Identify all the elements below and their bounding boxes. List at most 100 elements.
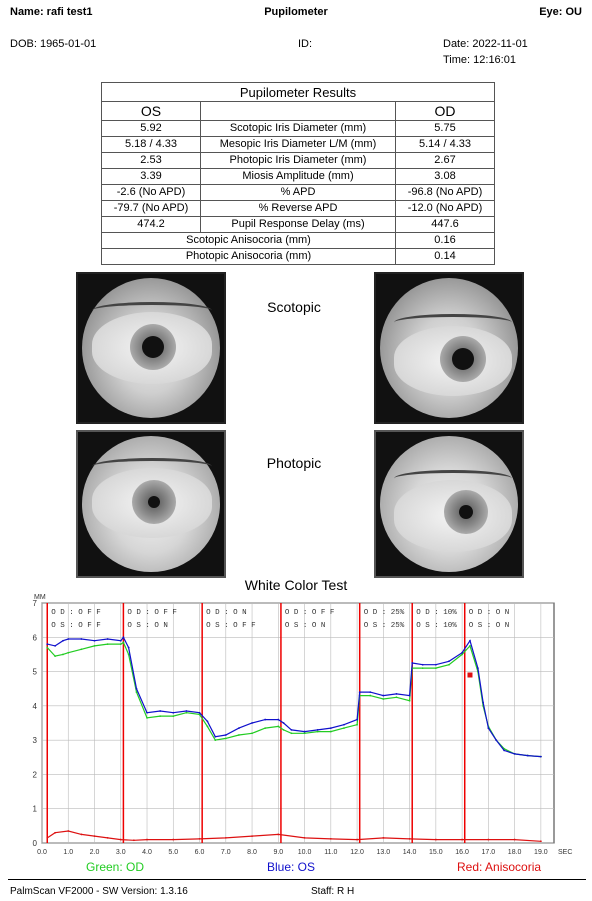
series-point-2 <box>251 835 253 838</box>
anisocoria-marker <box>467 672 473 678</box>
result-os-value: 2.53 <box>101 152 201 169</box>
series-point-0 <box>127 653 130 656</box>
x-tick-label: 16.0 <box>455 849 469 856</box>
series-point-0 <box>224 737 227 740</box>
x-tick-label: 19.0 <box>534 849 548 856</box>
y-tick-label: 4 <box>33 702 38 711</box>
x-tick-label: 5.0 <box>168 849 178 856</box>
series-point-2 <box>106 836 109 839</box>
x-tick-label: 8.0 <box>247 849 257 856</box>
series-point-0 <box>461 653 464 656</box>
plot-area <box>41 602 555 844</box>
series-point-0 <box>122 641 125 644</box>
result-os-value: 474.2 <box>101 216 201 233</box>
segment-od-label: O D : O F F <box>285 609 335 617</box>
x-tick-label: 4.0 <box>142 849 152 856</box>
series-point-2 <box>513 838 516 841</box>
series-point-1 <box>290 728 293 731</box>
x-tick-label: 15.0 <box>429 849 443 856</box>
result-os-value: 5.18 / 4.33 <box>101 136 201 153</box>
segment-os-label: O S : O F F <box>51 622 101 630</box>
series-point-1 <box>119 639 122 642</box>
col-od: OD <box>395 101 495 121</box>
segment-os-label: O S : O N <box>285 622 326 630</box>
series-point-0 <box>251 732 253 735</box>
result-row: 5.92 Scotopic Iris Diameter (mm) 5.75 <box>101 120 495 137</box>
series-point-0 <box>290 732 293 735</box>
series-point-0 <box>369 694 372 697</box>
legend-blue: Blue: OS <box>267 860 316 874</box>
series-point-1 <box>214 735 217 738</box>
series-point-1 <box>206 720 209 723</box>
scotopic-label: Scotopic <box>267 299 321 315</box>
result-od-value: 5.14 / 4.33 <box>395 136 495 153</box>
result-od-value: 447.6 <box>395 216 495 233</box>
patient-name: Name: rafi test1 <box>10 6 93 18</box>
series-point-0 <box>329 730 332 733</box>
series-point-0 <box>264 727 267 730</box>
series-point-0 <box>356 723 358 726</box>
series-point-1 <box>127 646 130 649</box>
results-table: Pupilometer Results OS OD 5.92 Scotopic I… <box>101 82 495 265</box>
dob: DOB: 1965-01-01 <box>10 38 97 50</box>
series-point-2 <box>46 836 49 839</box>
segment-od-label: O D : O N <box>469 609 510 617</box>
series-point-2 <box>434 838 437 841</box>
series-point-0 <box>303 732 306 735</box>
series-point-0 <box>67 651 70 654</box>
series-point-1 <box>172 711 175 714</box>
series-point-0 <box>159 715 162 718</box>
segment-od-label: O D : O F F <box>127 609 177 617</box>
series-point-1 <box>80 638 83 640</box>
series-point-2 <box>80 833 83 836</box>
x-tick-label: 14.0 <box>403 849 417 856</box>
anisocoria-row: Photopic Anisocoria (mm) 0.14 <box>101 248 495 265</box>
series-point-1 <box>54 644 57 647</box>
exam-time: Time: 12:16:01 <box>443 54 516 66</box>
series-point-2 <box>408 837 411 840</box>
series-point-1 <box>198 711 201 714</box>
series-point-0 <box>421 667 424 670</box>
segment-os-label: O S : 10% <box>416 622 457 630</box>
series-point-2 <box>172 838 175 841</box>
series-point-2 <box>329 837 332 840</box>
series-point-0 <box>343 727 345 730</box>
result-label: % Reverse APD <box>200 200 396 217</box>
y-tick-label: 3 <box>33 736 38 745</box>
x-tick-label: 10.0 <box>298 849 312 856</box>
x-tick-label: 7.0 <box>221 849 231 856</box>
result-od-value: 3.08 <box>395 168 495 185</box>
segment-os-label: O S : O N <box>127 622 168 630</box>
segment-od-label: O D : 25% <box>364 609 405 617</box>
series-point-1 <box>224 734 227 736</box>
series-point-0 <box>448 663 450 666</box>
series-point-0 <box>469 644 471 647</box>
segment-od-label: O D : O N <box>206 609 247 617</box>
series-point-2 <box>119 838 122 841</box>
photopic-od-image <box>374 430 524 578</box>
series-point-1 <box>282 722 285 724</box>
chart-title: White Color Test <box>244 577 348 593</box>
series-point-0 <box>282 728 285 731</box>
series-point-0 <box>434 667 437 670</box>
x-tick-label: 2.0 <box>90 849 100 856</box>
result-row: 3.39 Miosis Amplitude (mm) 3.08 <box>101 168 495 185</box>
segment-os-label: O S : 25% <box>364 622 405 630</box>
software-version: PalmScan VF2000 - SW Version: 1.3.16 <box>10 886 188 897</box>
series-point-1 <box>62 639 64 642</box>
series-point-1 <box>526 754 529 757</box>
series-point-1 <box>411 662 414 664</box>
series-point-1 <box>395 692 398 695</box>
series-point-0 <box>395 696 398 699</box>
result-os-value: 5.92 <box>101 120 201 137</box>
series-point-1 <box>122 636 125 639</box>
y-tick-label: 5 <box>33 668 38 677</box>
white-color-test-chart: 0 1 2 3 4 5 6 7 0.0 1.0 2.0 3.0 4.0 5.0 6.0 7.0 8.0 9.0 10… <box>33 594 573 856</box>
eye-label: Eye: OU <box>539 6 582 18</box>
y-tick-label: 6 <box>33 633 38 642</box>
series-point-0 <box>172 715 175 718</box>
anisocoria-value: 0.16 <box>395 232 495 249</box>
result-od-value: -96.8 (No APD) <box>395 184 495 201</box>
series-point-1 <box>408 694 411 697</box>
series-point-0 <box>214 739 217 742</box>
